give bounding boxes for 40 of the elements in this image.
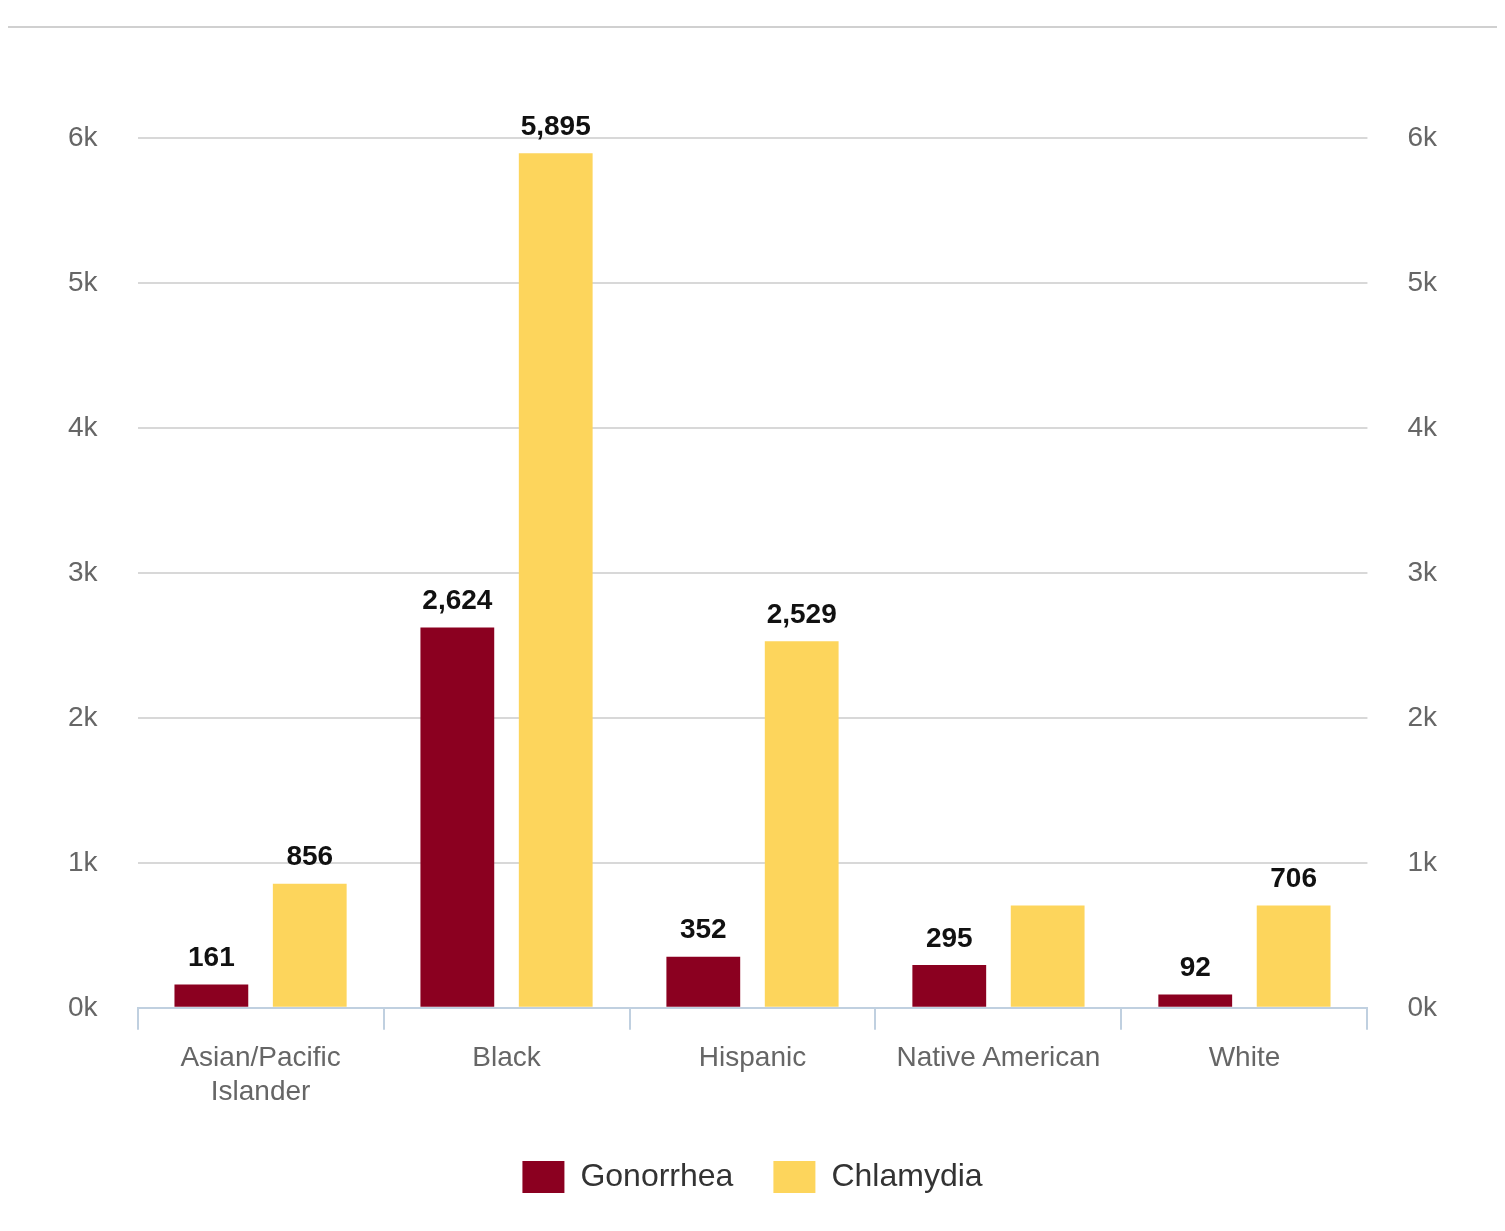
y2-tick-label: 3k xyxy=(1407,555,1438,587)
x-tick-label: Native American xyxy=(896,1041,1101,1073)
bar xyxy=(1256,905,1331,1007)
y-tick-label: 0k xyxy=(67,990,99,1022)
bar xyxy=(666,956,741,1007)
data-label: 92 xyxy=(1179,951,1211,983)
y-tick-label: 3k xyxy=(67,555,99,587)
y2-tick-label: 0k xyxy=(1407,990,1438,1022)
data-label: 295 xyxy=(925,921,973,953)
data-label: 706 xyxy=(1270,862,1317,894)
x-tick-label: Asian/Pacific Islander xyxy=(180,1041,341,1106)
data-label: 2,624 xyxy=(422,584,493,616)
x-tick-label: Black xyxy=(472,1041,542,1073)
data-label: 5,895 xyxy=(520,109,591,141)
y-tick-label: 1k xyxy=(67,845,99,877)
y2-tick-label: 4k xyxy=(1407,410,1438,442)
data-label: 352 xyxy=(679,913,727,945)
legend-label: Chlamydia xyxy=(831,1156,983,1193)
bar xyxy=(764,641,839,1007)
data-label: 2,529 xyxy=(766,597,837,629)
y-tick-label: 2k xyxy=(67,700,99,732)
data-label: 161 xyxy=(188,941,235,973)
bar xyxy=(272,883,347,1007)
bar xyxy=(1010,905,1085,1007)
bar xyxy=(518,153,593,1007)
x-tick-label: White xyxy=(1208,1041,1281,1073)
bar xyxy=(420,627,495,1007)
data-label: 856 xyxy=(286,840,334,872)
y-tick-label: 6k xyxy=(67,120,99,152)
x-tick-label: Hispanic xyxy=(698,1041,807,1073)
y2-tick-label: 5k xyxy=(1407,265,1438,297)
bar xyxy=(912,965,987,1007)
legend-label: Gonorrhea xyxy=(580,1156,734,1193)
bar xyxy=(174,984,249,1007)
y2-tick-label: 6k xyxy=(1407,120,1438,152)
y2-tick-label: 1k xyxy=(1407,845,1438,877)
y-tick-label: 5k xyxy=(67,265,99,297)
bar xyxy=(1158,994,1233,1007)
y-tick-label: 4k xyxy=(67,410,99,442)
y2-tick-label: 2k xyxy=(1407,700,1438,732)
